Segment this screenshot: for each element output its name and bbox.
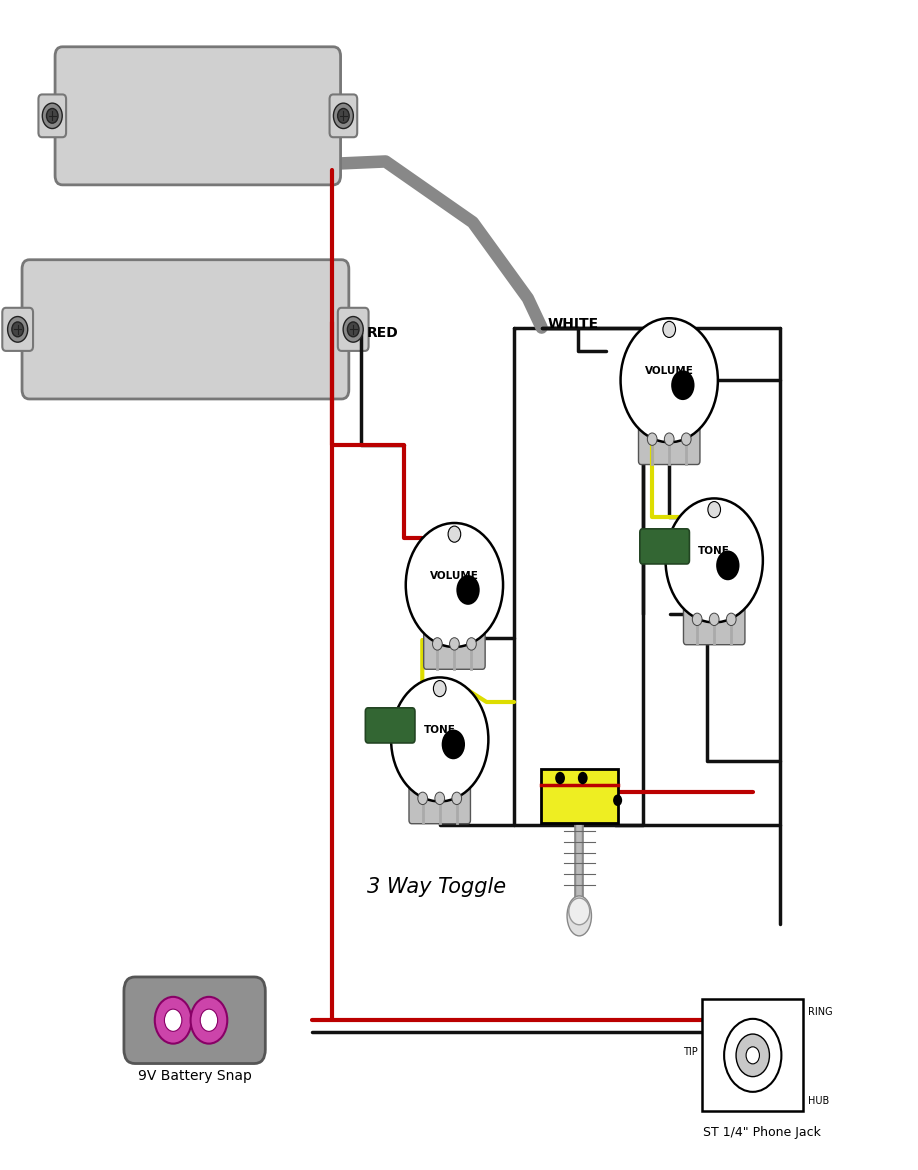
Circle shape (338, 109, 349, 123)
Circle shape (333, 103, 353, 129)
Text: TONE: TONE (424, 725, 455, 735)
FancyBboxPatch shape (424, 628, 485, 669)
Circle shape (621, 318, 718, 442)
Circle shape (647, 433, 657, 446)
Circle shape (448, 526, 461, 542)
Circle shape (406, 523, 503, 647)
Circle shape (665, 433, 674, 446)
Circle shape (200, 1009, 218, 1032)
Circle shape (666, 498, 763, 622)
Text: VOLUME: VOLUME (430, 571, 479, 580)
Circle shape (435, 792, 444, 805)
FancyBboxPatch shape (541, 769, 618, 823)
Circle shape (724, 1019, 781, 1092)
Circle shape (726, 613, 736, 626)
FancyBboxPatch shape (640, 529, 689, 564)
Circle shape (7, 317, 28, 342)
Ellipse shape (567, 896, 591, 936)
Circle shape (577, 772, 588, 784)
Circle shape (613, 794, 622, 806)
Text: 3 Way Toggle: 3 Way Toggle (367, 876, 507, 897)
Circle shape (343, 317, 364, 342)
Circle shape (155, 997, 192, 1044)
Circle shape (456, 576, 480, 605)
FancyBboxPatch shape (124, 977, 265, 1064)
FancyBboxPatch shape (338, 308, 368, 351)
Circle shape (450, 638, 459, 651)
Circle shape (708, 502, 721, 517)
Circle shape (681, 433, 691, 446)
Text: RING: RING (808, 1006, 833, 1017)
Circle shape (466, 638, 476, 651)
Circle shape (555, 772, 565, 784)
Circle shape (391, 677, 488, 801)
Text: VOLUME: VOLUME (644, 366, 694, 376)
Circle shape (432, 638, 442, 651)
Circle shape (692, 613, 702, 626)
FancyBboxPatch shape (684, 604, 744, 645)
Circle shape (191, 997, 228, 1044)
Circle shape (47, 109, 58, 123)
Circle shape (347, 322, 359, 337)
Circle shape (442, 730, 465, 759)
Circle shape (716, 551, 740, 580)
FancyBboxPatch shape (39, 95, 66, 137)
Circle shape (164, 1009, 182, 1032)
Circle shape (433, 681, 446, 696)
FancyBboxPatch shape (409, 783, 470, 824)
Text: 9V Battery Snap: 9V Battery Snap (138, 1069, 252, 1083)
FancyBboxPatch shape (702, 999, 803, 1110)
Text: WHITE: WHITE (548, 317, 599, 331)
Circle shape (418, 792, 428, 805)
Text: TONE: TONE (699, 546, 730, 556)
Circle shape (12, 322, 24, 337)
Text: RED: RED (367, 326, 399, 340)
Circle shape (736, 1034, 769, 1076)
FancyBboxPatch shape (55, 47, 341, 185)
FancyBboxPatch shape (330, 95, 357, 137)
FancyBboxPatch shape (639, 424, 700, 464)
Circle shape (452, 792, 462, 805)
Text: HUB: HUB (808, 1096, 829, 1106)
Circle shape (671, 371, 695, 400)
Circle shape (42, 103, 62, 129)
FancyBboxPatch shape (365, 708, 415, 743)
Circle shape (663, 322, 676, 337)
FancyBboxPatch shape (2, 308, 33, 351)
Circle shape (746, 1047, 759, 1064)
Circle shape (710, 613, 719, 626)
Text: ST 1/4" Phone Jack: ST 1/4" Phone Jack (703, 1126, 821, 1138)
FancyBboxPatch shape (22, 260, 349, 399)
Circle shape (569, 899, 589, 924)
Text: TIP: TIP (683, 1047, 698, 1058)
